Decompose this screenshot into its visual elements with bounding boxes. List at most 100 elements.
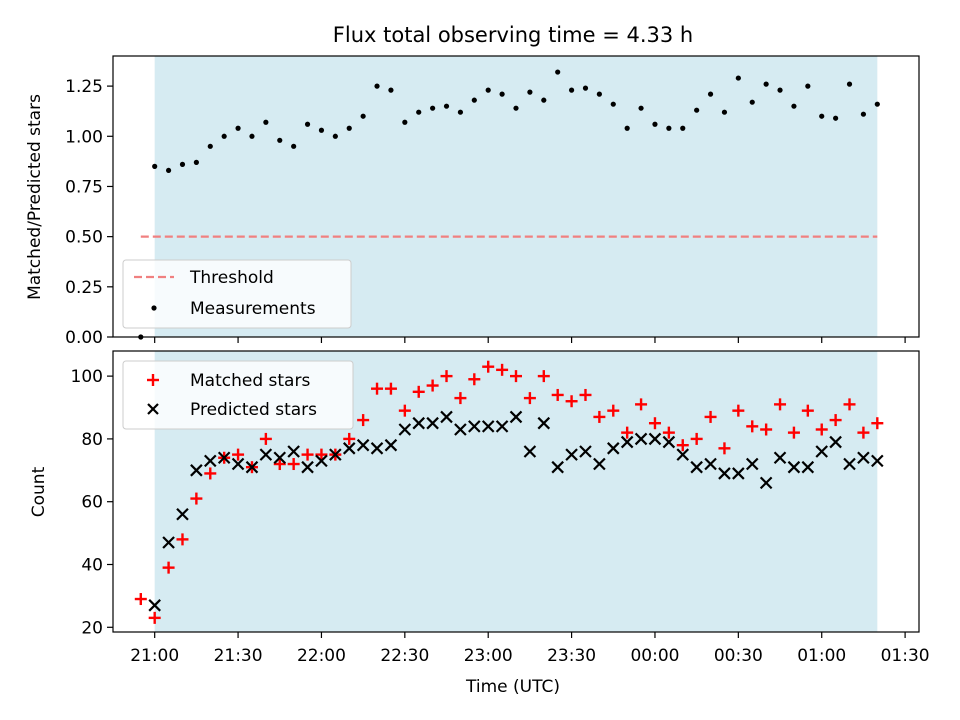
matched-star-point [579, 388, 592, 401]
matched-star-point [232, 448, 245, 461]
predicted-star-point [732, 467, 745, 480]
measurement-point [346, 125, 352, 131]
matched-star-point [315, 448, 328, 461]
predicted-star-point [176, 507, 189, 521]
predicted-star-point [606, 442, 620, 455]
predicted-star-point [287, 445, 300, 458]
measurement-points [138, 69, 880, 340]
measurement-point [596, 91, 602, 97]
count-y-axis: 20 40 60 80 100 [71, 367, 113, 638]
measurement-point [471, 97, 477, 103]
predicted-star-point [871, 454, 884, 468]
measurement-point [388, 87, 394, 93]
matched-star-point [690, 432, 703, 445]
y-tick-label: 40 [81, 555, 103, 575]
matched-star-point [676, 439, 689, 452]
measurement-point [304, 121, 311, 127]
measurement-point [179, 161, 186, 167]
matched-star-point [301, 448, 314, 461]
matched-star-point [537, 370, 550, 383]
matched-star-point [190, 492, 203, 505]
y-tick-label: 60 [81, 493, 103, 513]
y-tick-label: 20 [81, 618, 103, 638]
predicted-star-point [829, 435, 842, 449]
matched-star-point [565, 395, 578, 408]
measurement-point [165, 167, 172, 174]
count-y-axis-label: Count [29, 466, 49, 517]
measurement-point [874, 101, 880, 107]
measurement-point [360, 113, 366, 119]
matched-star-point [259, 432, 272, 445]
matched-star-point [426, 379, 439, 392]
predicted-star-point [537, 416, 551, 430]
matched-star-point [648, 417, 661, 430]
predicted-star-point [356, 438, 370, 452]
matched-star-point [162, 561, 175, 574]
matched-star-point [384, 382, 397, 395]
measurement-point [568, 87, 575, 93]
y-tick-label: 0.00 [65, 328, 103, 348]
measurement-point [152, 163, 158, 169]
x-tick-label: 23:00 [464, 646, 513, 666]
matched-star-point [635, 398, 648, 411]
ratio-x-axis-ticks [154, 337, 906, 343]
predicted-star-point [523, 445, 537, 458]
matched-star-point [718, 442, 731, 455]
measurement-point [763, 81, 769, 87]
matched-star-point [134, 593, 147, 606]
predicted-star-point [231, 457, 245, 471]
matched-star-point [412, 385, 425, 398]
legend-measurements-swatch [151, 305, 157, 311]
x-tick-label: 01:30 [881, 646, 930, 666]
measurement-point [527, 89, 533, 95]
measurement-point [374, 83, 380, 89]
predicted-star-point [259, 448, 273, 461]
matched-star-point [398, 404, 411, 417]
legend-predicted-swatch [147, 403, 159, 415]
measurement-point [707, 91, 714, 97]
predicted-star-point [634, 432, 648, 446]
matched-star-point [815, 423, 828, 436]
x-tick-label: 01:00 [797, 646, 846, 666]
count-legend: Matched stars Predicted stars [122, 360, 354, 430]
matched-star-point [510, 370, 522, 383]
matched-star-point [704, 410, 717, 423]
matched-star-point [273, 458, 286, 471]
y-tick-label: 80 [81, 430, 103, 450]
predicted-star-point [148, 599, 161, 612]
predicted-star-point [815, 445, 829, 458]
measurement-point [833, 115, 839, 121]
predicted-star-point [704, 457, 717, 471]
measurement-point [221, 133, 227, 139]
y-tick-label: 0.50 [65, 228, 103, 248]
count-points [134, 360, 884, 624]
predicted-star-point [509, 410, 523, 424]
predicted-star-point [412, 416, 426, 430]
measurement-point [207, 143, 213, 149]
measurement-point [555, 69, 561, 75]
ratio-plot-frame [112, 55, 920, 338]
chart-title: Flux total observing time = 4.33 h [333, 23, 693, 47]
measurement-point [749, 99, 755, 105]
measurement-point [791, 103, 797, 109]
matched-star-point [857, 426, 870, 439]
matched-star-point [593, 410, 606, 423]
predicted-star-point [203, 454, 217, 468]
y-tick-label: 0.75 [65, 177, 103, 197]
predicted-star-point [245, 460, 259, 474]
predicted-star-point [620, 435, 634, 449]
predicted-star-point [718, 467, 731, 480]
predicted-star-point [454, 423, 467, 436]
matched-star-point [371, 382, 384, 395]
matched-star-point [551, 388, 564, 401]
count-plot-frame [112, 350, 920, 633]
predicted-star-point [690, 460, 703, 474]
matched-star-point [787, 426, 800, 439]
measurement-point [416, 109, 422, 115]
measurement-point [430, 105, 436, 111]
predicted-star-point [440, 410, 453, 424]
measurement-point [721, 109, 728, 115]
measurement-point [652, 121, 658, 127]
x-tick-label: 21:30 [214, 646, 263, 666]
